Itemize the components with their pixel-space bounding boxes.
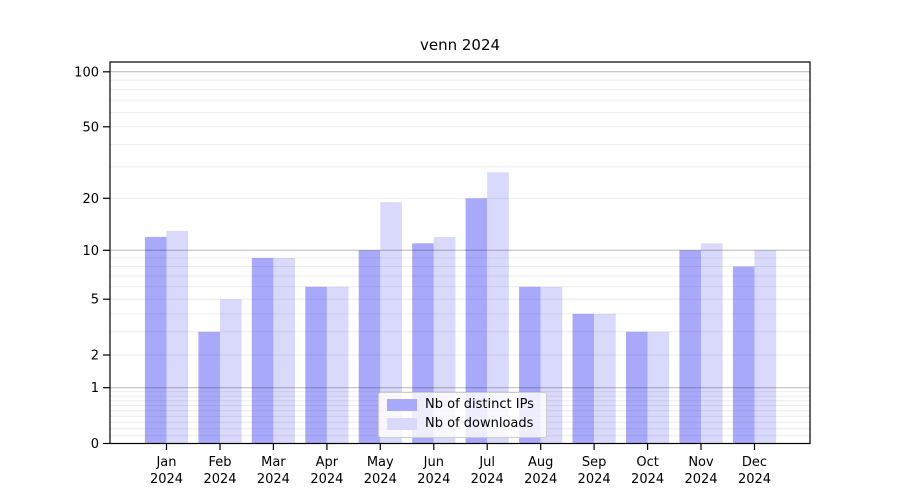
x-axis-tick-label: Nov 2024 [684,455,717,487]
legend-row-distinct-ips: Nb of distinct IPs [387,398,538,412]
bar-nb-of-distinct-ips-may [358,250,381,444]
legend-row-downloads: Nb of downloads [387,417,538,431]
y-axis-tick-label: 50 [82,120,99,135]
y-axis-tick-label: 20 [82,192,99,207]
chart-title: venn 2024 [419,36,501,54]
y-axis-tick-label: 2 [91,349,99,364]
x-axis-tick-label: Jan 2024 [150,455,183,487]
bar-nb-of-downloads-sep [594,313,616,444]
bar-nb-of-distinct-ips-oct [626,331,648,444]
legend-swatch-distinct-ips [387,399,417,411]
bar-nb-of-distinct-ips-mar [251,258,274,444]
bar-nb-of-downloads-jul [487,172,509,444]
legend-label-downloads: Nb of downloads [425,416,534,431]
x-axis-tick-label: Mar 2024 [257,455,290,487]
bar-nb-of-distinct-ips-nov [679,250,701,444]
bar-nb-of-distinct-ips-jan [144,236,167,444]
bar-nb-of-downloads-jan [166,230,189,444]
bar-nb-of-downloads-dec [754,250,777,444]
y-axis-tick-label: 0 [91,437,99,452]
y-axis-tick-label: 10 [82,244,99,259]
bar-nb-of-downloads-jun [433,236,456,444]
bar-nb-of-distinct-ips-dec [732,266,755,444]
x-axis-tick-label: Aug 2024 [524,455,557,487]
x-axis-tick-label: Apr 2024 [310,455,343,487]
x-axis-tick-label: May 2024 [364,455,397,487]
x-axis-tick-label: Sep 2024 [578,455,611,487]
bar-nb-of-downloads-oct [647,331,670,444]
y-axis-tick-label: 100 [74,65,99,80]
legend-label-distinct-ips: Nb of distinct IPs [425,397,534,412]
y-axis-tick-label: 5 [91,293,99,308]
bar-nb-of-downloads-apr [326,286,349,444]
x-axis-tick-label: Dec 2024 [738,455,771,487]
bar-nb-of-distinct-ips-jul [465,198,488,444]
y-axis-tick-label: 1 [91,381,99,396]
x-axis-tick-label: Jun 2024 [417,455,450,487]
x-axis-tick-label: Feb 2024 [203,455,236,487]
x-axis-tick-label: Jul 2024 [471,455,504,487]
plot-border [109,61,811,445]
legend-swatch-downloads [387,418,417,430]
bar-nb-of-distinct-ips-apr [305,286,327,444]
bar-nb-of-downloads-mar [273,258,295,444]
x-axis-tick-label: Oct 2024 [631,455,664,487]
bar-nb-of-downloads-nov [701,243,723,444]
bar-nb-of-distinct-ips-feb [198,331,220,444]
bar-nb-of-downloads-may [380,202,402,444]
bar-nb-of-distinct-ips-sep [572,313,595,444]
bar-nb-of-downloads-feb [220,299,242,444]
legend: Nb of distinct IPs Nb of downloads [378,392,547,438]
